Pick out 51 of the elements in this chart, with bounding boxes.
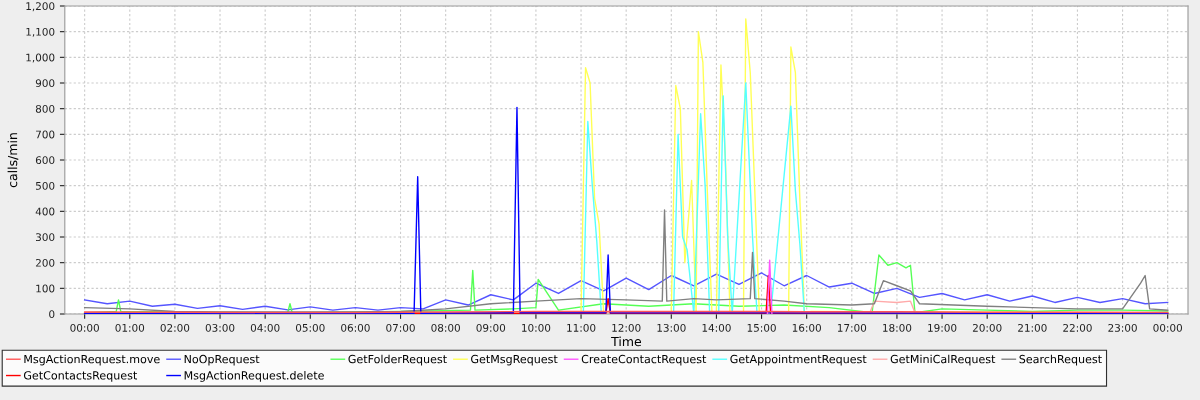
x-tick-label: 03:00 [205,323,235,332]
legend-label: MsgActionRequest.delete [184,370,324,382]
y-tick-label: 400 [35,207,55,216]
x-tick-label: 00:00 [70,323,99,332]
x-tick-label: 15:00 [747,323,776,332]
x-tick-label: 01:00 [115,323,145,332]
x-tick-label: 13:00 [657,323,686,332]
y-tick-label: 500 [36,181,55,190]
y-tick-label: 1,200 [26,2,55,12]
y-tick-label: 100 [36,284,55,293]
x-tick-label: 23:00 [1108,323,1137,332]
x-tick-label: 10:00 [522,323,551,332]
x-tick-label: 14:00 [702,323,731,332]
y-tick-label: 0 [49,310,55,319]
y-tick-label: 200 [35,258,55,267]
x-tick-label: 20:00 [972,323,1002,332]
x-tick-label: 07:00 [386,323,415,332]
x-tick-label: 08:00 [431,323,460,332]
x-tick-label: 00:00 [1153,323,1183,332]
x-tick-label: 21:00 [1018,323,1047,332]
y-tick-label: 700 [36,130,55,139]
y-axis-title: calls/min [7,133,19,188]
y-tick-label: 900 [35,79,55,88]
legend-label: CreateContactRequest [581,354,707,366]
legend-label: GetMsgRequest [471,354,558,366]
x-tick-label: 19:00 [928,323,957,332]
y-tick-label: 800 [35,104,55,113]
legend-label: GetContactsRequest [23,371,138,382]
y-tick-label: 300 [35,233,55,242]
y-tick-label: 1,100 [26,27,55,37]
x-tick-label: 06:00 [341,323,370,332]
legend-label: NoOpRequest [184,354,260,366]
y-tick-label: 600 [35,156,55,165]
line-series [83,209,1169,313]
legend-label: GetFolderRequest [348,354,447,366]
x-tick-label: 22:00 [1063,323,1092,332]
x-tick-label: 09:00 [476,323,506,332]
legend-label: MsgActionRequest.move [24,354,160,366]
x-tick-label: 18:00 [883,323,912,332]
x-tick-label: 11:00 [567,323,596,332]
x-tick-label: 16:00 [792,323,821,332]
y-tick-label: 1,000 [26,53,55,63]
x-axis-title: Time [611,336,642,347]
legend-label: SearchRequest [1019,354,1102,366]
legend-label: GetAppointmentRequest [730,354,867,366]
x-tick-label: 04:00 [250,323,280,332]
x-tick-label: 17:00 [837,323,867,332]
legend-label: GetMiniCalRequest [890,354,996,366]
x-tick-label: 02:00 [160,323,190,332]
x-tick-label: 12:00 [612,323,641,332]
x-tick-label: 05:00 [295,323,325,332]
